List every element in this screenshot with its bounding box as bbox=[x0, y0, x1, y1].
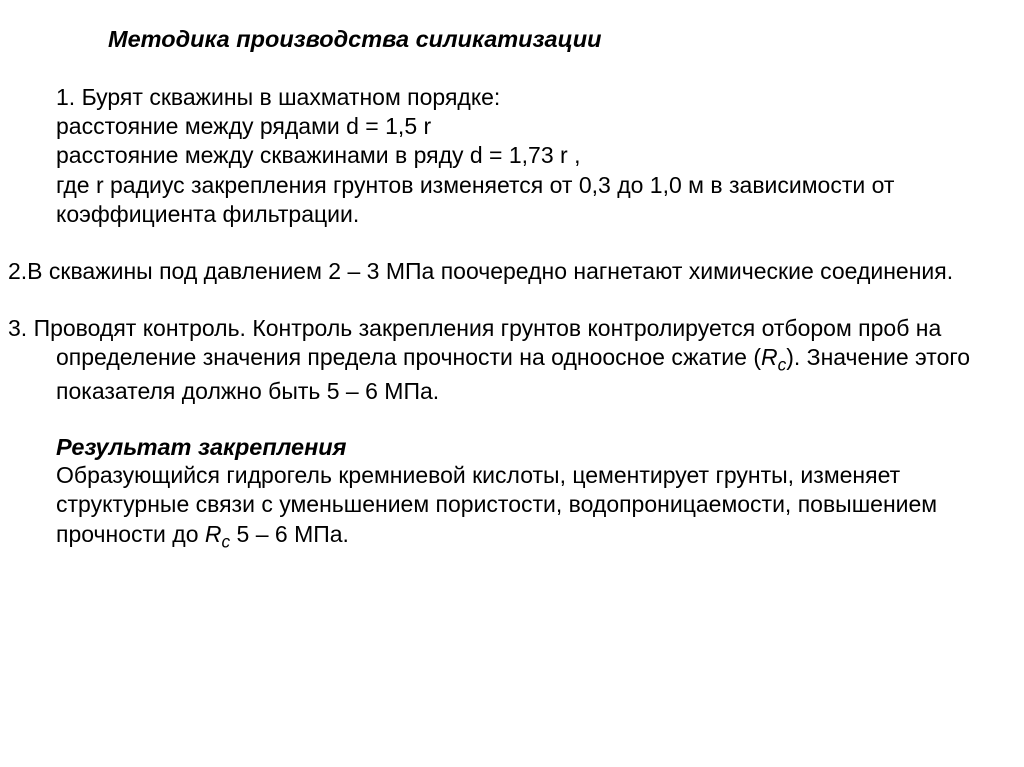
paragraph-4: Образующийся гидрогель кремниевой кислот… bbox=[8, 461, 1016, 553]
section-title: Методика производства силикатизации bbox=[108, 26, 1016, 53]
p1-line-a: 1. Бурят скважины в шахматном порядке: bbox=[8, 83, 1016, 112]
rc-symbol-2: Rс bbox=[205, 521, 230, 547]
paragraph-3: 3. Проводят контроль. Контроль закреплен… bbox=[8, 314, 1016, 406]
rc-r-2: R bbox=[205, 521, 222, 547]
subsection-title: Результат закрепления bbox=[8, 434, 1016, 461]
p1-line-b: расстояние между рядами d = 1,5 r bbox=[8, 112, 1016, 141]
p4-text-a: Образующийся гидрогель кремниевой кислот… bbox=[56, 462, 937, 546]
paragraph-2: 2.В скважины под давлением 2 – 3 МПа поо… bbox=[8, 257, 1016, 286]
rc-sub: с bbox=[778, 355, 787, 375]
rc-r: R bbox=[761, 344, 778, 370]
document-page: Методика производства силикатизации 1. Б… bbox=[0, 0, 1024, 589]
rc-sub-2: с bbox=[222, 531, 231, 551]
p4-text-b: 5 – 6 МПа. bbox=[230, 521, 349, 547]
paragraph-1: 1. Бурят скважины в шахматном порядке: р… bbox=[8, 83, 1016, 229]
rc-symbol: Rс bbox=[761, 344, 786, 370]
p1-line-c: расстояние между скважинами в ряду d = 1… bbox=[8, 141, 1016, 170]
p1-line-d: где r радиус закрепления грунтов изменяе… bbox=[8, 171, 1016, 229]
